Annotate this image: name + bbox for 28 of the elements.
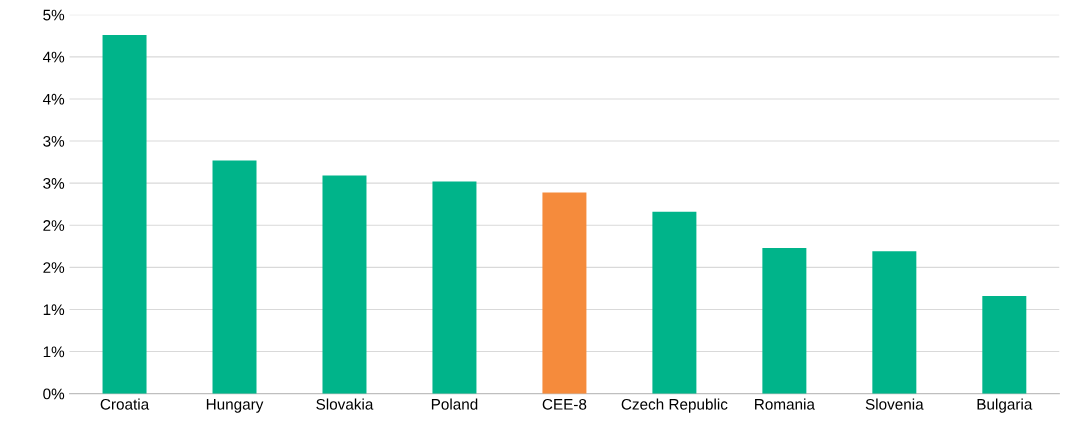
bar	[542, 192, 587, 394]
bar	[322, 175, 367, 394]
bar	[982, 295, 1027, 394]
bar	[102, 34, 147, 394]
x-tick-label: Czech Republic	[621, 398, 728, 413]
bar	[872, 251, 917, 394]
x-tick-label: Bulgaria	[977, 398, 1033, 413]
x-tick-label: Croatia	[100, 398, 150, 410]
y-tick-label: 2%	[43, 262, 65, 273]
bar	[652, 211, 697, 394]
x-tick-label: CEE-8	[542, 398, 587, 410]
y-tick-label: 1%	[43, 346, 65, 358]
y-tick-label: 4%	[42, 93, 65, 105]
y-tick-label: 1%	[43, 304, 65, 316]
y-tick-label: 3%	[43, 135, 65, 147]
bar	[212, 160, 257, 394]
y-tick-label: 4%	[42, 51, 65, 63]
x-tick-label: Romania	[755, 398, 815, 410]
y-tick-label: 0%	[43, 388, 65, 400]
x-tick-label: Poland	[431, 398, 478, 410]
x-tick-label: Slovenia	[865, 398, 924, 410]
x-tick-label: Hungary	[206, 399, 264, 413]
bar	[762, 247, 807, 394]
y-tick-label: 3%	[43, 178, 65, 189]
bar	[432, 181, 477, 394]
x-tick-label: Slovakia	[316, 398, 374, 410]
y-tick-label: 2%	[43, 220, 65, 231]
y-tick-label: 5%	[43, 9, 65, 21]
